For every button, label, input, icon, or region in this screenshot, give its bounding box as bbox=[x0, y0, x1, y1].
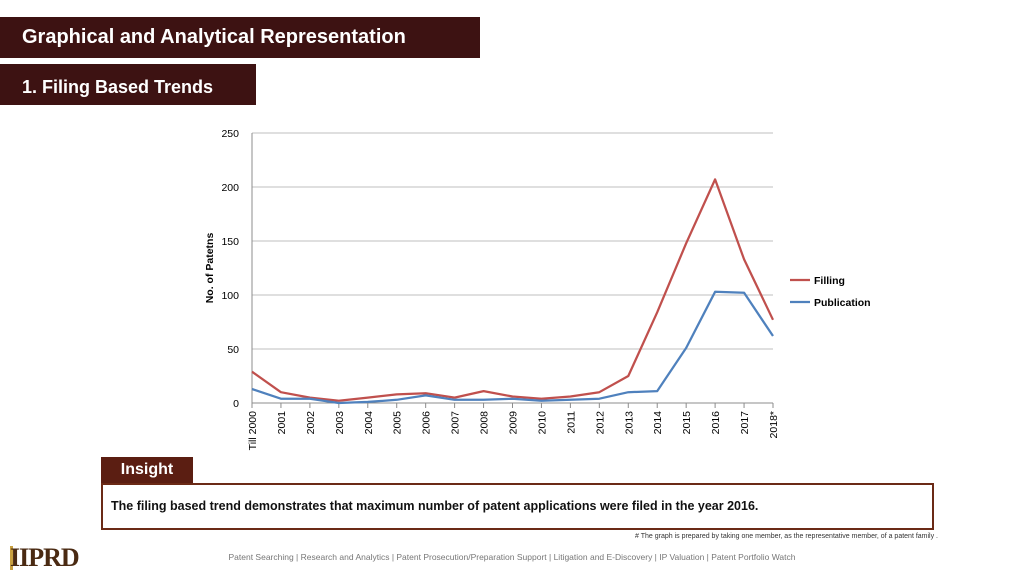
chart-axes: 0 50 100 150 200 250 Till 2000 2001 2002 2003 2004… bbox=[221, 128, 780, 450]
chart-legend: Filling Publication bbox=[790, 275, 871, 309]
x-tick-label: 2007 bbox=[450, 411, 462, 435]
line-chart: 0 50 100 150 200 250 Till 2000 2001 2002 2003 2004… bbox=[204, 128, 871, 450]
y-tick-label: 0 bbox=[233, 398, 239, 410]
x-tick-label: 2008 bbox=[479, 411, 491, 435]
slide-title: Graphical and Analytical Representation bbox=[0, 17, 480, 58]
footnote: # The graph is prepared by taking one me… bbox=[635, 533, 938, 540]
logo-accent bbox=[10, 546, 13, 570]
x-tick-label: 2011 bbox=[565, 411, 577, 434]
x-tick-label: 2018* bbox=[768, 411, 780, 438]
x-tick-label: 2002 bbox=[305, 411, 317, 435]
x-tick-label: 2001 bbox=[276, 411, 288, 435]
x-tick-label: 2004 bbox=[363, 411, 375, 435]
company-logo: IIPRD bbox=[10, 543, 80, 572]
x-tick-label: 2012 bbox=[594, 411, 606, 435]
x-tick-label: 2015 bbox=[681, 411, 693, 435]
legend-label-filling: Filling bbox=[814, 275, 845, 287]
y-tick-label: 200 bbox=[221, 182, 239, 194]
x-tick-label: 2003 bbox=[334, 411, 346, 435]
x-tick-label: 2014 bbox=[652, 411, 664, 435]
x-tick-label: 2005 bbox=[392, 411, 404, 435]
series-line-publication bbox=[251, 290, 774, 405]
y-axis-label: No. of Patetns bbox=[204, 233, 216, 304]
footer-services: Patent Searching | Research and Analytic… bbox=[228, 552, 796, 562]
x-tick-label: 2006 bbox=[421, 411, 433, 435]
x-tick-label: 2009 bbox=[508, 411, 520, 435]
x-tick-label: 2010 bbox=[536, 411, 548, 435]
x-tick-label: 2016 bbox=[710, 411, 722, 435]
series-line-filling bbox=[251, 178, 775, 402]
y-tick-label: 100 bbox=[221, 290, 239, 302]
chart-series bbox=[251, 178, 775, 405]
chart-gridlines bbox=[252, 132, 773, 350]
x-tick-label: 2013 bbox=[623, 411, 635, 435]
section-heading: 1. Filing Based Trends bbox=[0, 64, 256, 105]
x-tick-label: Till 2000 bbox=[247, 411, 259, 450]
y-tick-label: 50 bbox=[227, 344, 239, 356]
y-tick-label: 150 bbox=[221, 236, 239, 248]
insight-label: Insight bbox=[101, 457, 193, 483]
legend-label-publication: Publication bbox=[814, 297, 871, 309]
x-tick-label: 2017 bbox=[739, 411, 751, 435]
insight-text: The filing based trend demonstrates that… bbox=[101, 483, 934, 530]
y-tick-label: 250 bbox=[221, 128, 239, 140]
